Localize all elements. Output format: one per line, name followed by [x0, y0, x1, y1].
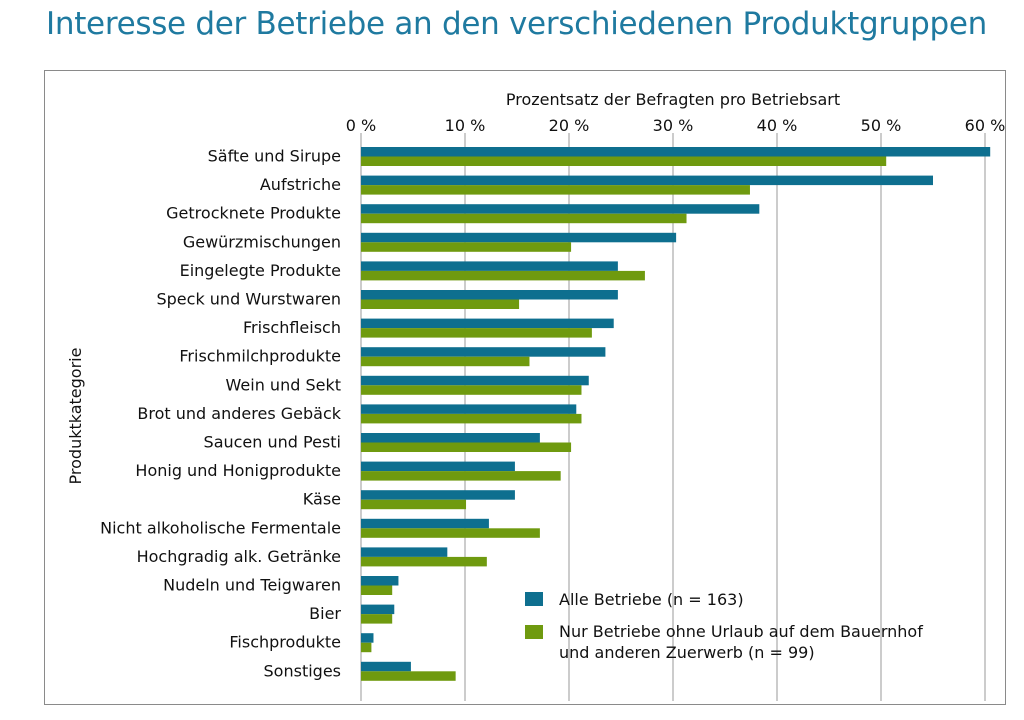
bar-ohne-urlaub	[361, 156, 887, 166]
legend: Alle Betriebe (n = 163) Nur Betriebe ohn…	[525, 590, 923, 662]
category-label: Hochgradig alk. Getränke	[137, 547, 341, 566]
bar-ohne-urlaub	[361, 328, 592, 338]
page-title: Interesse der Betriebe an den verschiede…	[46, 6, 988, 42]
category-label: Aufstriche	[260, 175, 341, 194]
category-label: Sonstiges	[264, 661, 341, 680]
bar-ohne-urlaub	[361, 413, 582, 424]
bar-alle-betriebe	[361, 147, 991, 157]
category-label: Nicht alkoholische Fermentale	[100, 518, 341, 537]
bar-ohne-urlaub	[361, 471, 561, 481]
bar-alle-betriebe	[361, 232, 677, 243]
bar-alle-betriebe	[361, 290, 618, 300]
bar-alle-betriebe	[361, 490, 515, 500]
bar-alle-betriebe	[361, 347, 606, 357]
category-labels: Säfte und Sirupe Aufstriche Getrocknete Pr…	[100, 147, 342, 681]
bar-ohne-urlaub	[361, 442, 572, 452]
bar-ohne-urlaub	[361, 242, 572, 252]
chart-frame: Prozentsatz der Befragten pro Betriebsar…	[44, 70, 1006, 705]
bar-alle-betriebe	[361, 175, 933, 186]
legend-swatch-alle-betriebe	[525, 592, 543, 606]
category-label: Nudeln und Teigwaren	[163, 576, 341, 595]
bar-ohne-urlaub	[361, 385, 582, 395]
bar-ohne-urlaub	[361, 585, 393, 595]
bar-alle-betriebe	[361, 261, 618, 271]
bar-ohne-urlaub	[361, 185, 750, 195]
category-label: Fischprodukte	[229, 633, 341, 652]
legend-label-ohne-urlaub-line2: und anderen Zuerwerb (n = 99)	[559, 643, 815, 662]
x-axis-label: Prozentsatz der Befragten pro Betriebsar…	[506, 90, 840, 109]
x-tick-label: 40 %	[757, 116, 798, 135]
x-tick-labels: 0 % 10 % 20 % 30 % 40 % 50 % 60 %	[346, 116, 1005, 135]
bar-ohne-urlaub	[361, 671, 456, 681]
bar-alle-betriebe	[361, 518, 489, 529]
bar-ohne-urlaub	[361, 528, 540, 538]
category-label: Frischfleisch	[243, 318, 341, 337]
category-label: Speck und Wurstwaren	[156, 290, 341, 309]
bar-ohne-urlaub	[361, 270, 645, 281]
legend-swatch-ohne-urlaub	[525, 625, 543, 639]
x-tick-label: 0 %	[346, 116, 376, 135]
x-tick-label: 30 %	[653, 116, 694, 135]
bar-ohne-urlaub	[361, 614, 393, 624]
category-label: Wein und Sekt	[226, 375, 341, 394]
bars	[361, 147, 991, 681]
bar-alle-betriebe	[361, 461, 515, 472]
category-label: Eingelegte Produkte	[180, 261, 341, 280]
x-tick-label: 20 %	[549, 116, 590, 135]
category-label: Saucen und Pesti	[204, 433, 341, 452]
bar-ohne-urlaub	[361, 642, 372, 653]
x-tick-label: 10 %	[445, 116, 486, 135]
category-label: Honig und Honigprodukte	[135, 461, 341, 480]
y-axis-label: Produktkategorie	[66, 348, 85, 485]
category-label: Käse	[303, 490, 341, 509]
category-label: Säfte und Sirupe	[208, 147, 341, 166]
bar-alle-betriebe	[361, 547, 448, 557]
category-label: Brot und anderes Gebäck	[137, 404, 341, 423]
bar-alle-betriebe	[361, 204, 760, 214]
bar-alle-betriebe	[361, 375, 589, 386]
bar-alle-betriebe	[361, 604, 395, 615]
category-label: Frischmilchprodukte	[179, 347, 341, 366]
bar-alle-betriebe	[361, 433, 540, 443]
bar-alle-betriebe	[361, 661, 411, 672]
x-tick-label: 60 %	[965, 116, 1005, 135]
category-label: Gewürzmischungen	[183, 232, 341, 251]
bar-alle-betriebe	[361, 404, 577, 414]
legend-label-ohne-urlaub-line1: Nur Betriebe ohne Urlaub auf dem Bauernh…	[559, 622, 923, 641]
bar-alle-betriebe	[361, 318, 614, 329]
legend-label-alle-betriebe: Alle Betriebe (n = 163)	[559, 590, 744, 609]
x-tick-label: 50 %	[861, 116, 902, 135]
bar-ohne-urlaub	[361, 356, 530, 367]
bar-alle-betriebe	[361, 633, 374, 643]
bar-ohne-urlaub	[361, 213, 687, 224]
bar-ohne-urlaub	[361, 299, 520, 309]
bar-chart: Prozentsatz der Befragten pro Betriebsar…	[66, 90, 1005, 701]
category-label: Bier	[309, 604, 341, 623]
category-label: Getrocknete Produkte	[166, 204, 341, 223]
bar-ohne-urlaub	[361, 556, 487, 567]
bar-ohne-urlaub	[361, 499, 467, 510]
bar-alle-betriebe	[361, 576, 399, 586]
